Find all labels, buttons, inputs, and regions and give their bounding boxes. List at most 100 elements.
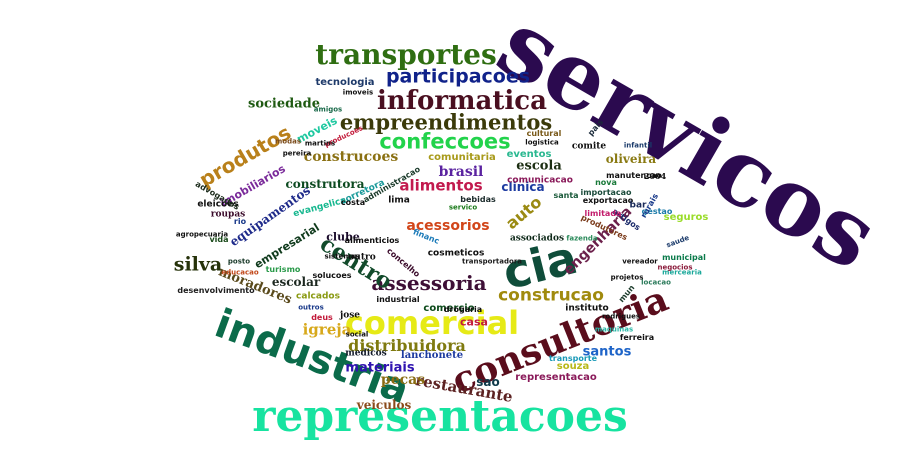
cloud-word-santos: santos — [582, 344, 632, 360]
cloud-word-comercio: comercio — [423, 303, 475, 314]
cloud-word-informatica: informatica — [377, 86, 547, 116]
cloud-word-bar: bar — [629, 200, 647, 211]
cloud-word-representacoes: representacoes — [252, 391, 628, 442]
cloud-word-industrial: industrial — [376, 295, 420, 304]
cloud-word-construcoes: construcoes — [303, 149, 399, 165]
cloud-word-costa: costa — [340, 198, 366, 207]
cloud-word-transporte: transporte — [548, 354, 598, 363]
cloud-word-clube: clube — [326, 230, 360, 244]
cloud-word-importacao: importacao — [580, 188, 632, 197]
cloud-word-instituto: instituto — [565, 303, 609, 314]
cloud-word-silva: silva — [173, 253, 223, 276]
cloud-word-representacao: representacao — [515, 372, 597, 383]
cloud-word-imoveis: imoveis — [342, 88, 374, 97]
cloud-word-social: social — [345, 330, 369, 339]
cloud-word-pecas: pecas — [380, 372, 426, 388]
cloud-word-ferreira: ferreira — [619, 333, 655, 342]
cloud-word-jose: jose — [339, 310, 361, 321]
cloud-word-amigos: amigos — [313, 105, 343, 114]
cloud-word-brasil: brasil — [438, 164, 484, 180]
cloud-word-2004: 2004 — [643, 171, 667, 181]
cloud-word-exportacao: exportacao — [582, 196, 634, 205]
cloud-word-materiais: materiais — [345, 360, 415, 376]
cloud-word-participacoes: participacoes — [385, 65, 531, 88]
cloud-word-sao: sao — [476, 375, 500, 389]
cloud-word-casa: casa — [460, 315, 488, 329]
cloud-word-mercearia: mercearia — [662, 268, 702, 277]
cloud-word-cosmeticos: cosmeticos — [427, 248, 485, 259]
cloud-word-posto: posto — [227, 257, 251, 266]
cloud-word-construcao: construcao — [498, 285, 604, 306]
cloud-word-comunitaria: comunitaria — [428, 152, 496, 163]
cloud-word-vereador: vereador — [622, 257, 658, 266]
cloud-word-rio: rio — [233, 217, 247, 226]
cloud-word-agropecuaria: agropecuaria — [175, 230, 229, 239]
cloud-word-acessorios: acessorios — [406, 218, 490, 234]
cloud-word-clinica: clinica — [501, 180, 545, 194]
cloud-word-martins: martins — [304, 139, 336, 148]
cloud-word-manutencao: manutencao — [606, 171, 662, 180]
cloud-word-roupas: roupas — [210, 209, 246, 220]
cloud-word-gestao: gestao — [641, 207, 673, 216]
cloud-word-produtos: produtos — [194, 120, 296, 192]
cloud-word-oliveira: oliveira — [605, 152, 657, 166]
cloud-word-turismo: turismo — [265, 265, 301, 274]
cloud-word-logistica: logistica — [525, 138, 559, 147]
cloud-word-lima: lima — [388, 195, 410, 206]
cloud-word-fazenda: fazenda — [566, 234, 598, 243]
cloud-word-comercial: comercial — [344, 304, 520, 342]
cloud-word-desenvolvimento: desenvolvimento — [177, 286, 255, 295]
cloud-word-infantil: infantil — [623, 141, 653, 150]
cloud-word-confeccoes: confeccoes — [379, 129, 511, 154]
cloud-word-eleicoes: eleicoes — [197, 199, 239, 210]
cloud-word-medicos: medicos — [345, 348, 387, 359]
cloud-word-souza: souza — [556, 361, 590, 372]
cloud-word-outros: outros — [298, 303, 324, 312]
cloud-word-nova: nova — [595, 178, 617, 187]
cloud-word-educacao: educacao — [221, 268, 259, 277]
cloud-word-seguros: seguros — [663, 212, 709, 223]
cloud-word-construtora: construtora — [285, 177, 365, 191]
cloud-word-pereira: pereira — [282, 149, 312, 158]
cloud-word-outro: outro — [348, 252, 376, 263]
cloud-word-igreja: igreja — [302, 320, 352, 339]
cloud-word-municipal: municipal — [662, 253, 706, 262]
cloud-word-lanchonete: lanchonete — [400, 350, 464, 361]
cloud-word-bebidas: bebidas — [460, 195, 496, 204]
cloud-word-maquinas: maquinas — [594, 325, 634, 334]
cloud-word-transportadora: transportadora — [461, 257, 523, 266]
cloud-word-alimenticios: alimenticios — [344, 236, 400, 245]
cloud-word-eventos: eventos — [506, 149, 552, 160]
cloud-word-distribuidora: distribuidora — [348, 336, 466, 355]
cloud-word-projetos: projetos — [610, 273, 644, 282]
cloud-word-santa: santa — [553, 191, 579, 200]
cloud-word-limitada: limitada — [584, 209, 622, 218]
cloud-word-comite: comite — [571, 141, 607, 152]
cloud-word-negocios: negocios — [657, 263, 693, 272]
cloud-word-vida: vida — [209, 235, 229, 244]
cloud-word-alimentos: alimentos — [399, 176, 483, 195]
cloud-word-rodrigues: rodrigues — [601, 312, 641, 321]
cloud-word-veiculos: veiculos — [356, 398, 412, 412]
cloud-word-servico: servico — [448, 203, 478, 212]
cloud-word-saude: saude — [665, 233, 691, 250]
cloud-word-escola: escola — [516, 158, 562, 174]
cloud-word-auto: auto — [501, 192, 546, 234]
cloud-word-deus: deus — [311, 313, 333, 322]
cloud-word-sistemas: sistemas — [324, 252, 360, 261]
cloud-word-comunicacao: comunicacao — [507, 175, 573, 186]
cloud-word-drogaria: drogaria — [443, 305, 483, 314]
cloud-word-empreendimentos: empreendimentos — [339, 109, 553, 135]
cloud-word-assessoria: assessoria — [371, 271, 487, 295]
cloud-word-solucoes: solucoes — [312, 271, 352, 280]
cloud-word-cultural: cultural — [526, 129, 562, 138]
cloud-word-tecnologia: tecnologia — [315, 77, 375, 88]
cloud-word-transportes: transportes — [315, 38, 497, 71]
cloud-word-sociedade: sociedade — [248, 96, 320, 112]
cloud-word-calcados: calcados — [296, 291, 340, 302]
cloud-word-associados: associados — [509, 233, 565, 244]
cloud-word-escolar: escolar — [271, 275, 321, 289]
cloud-word-modas: modas — [274, 137, 302, 146]
cloud-word-locacao: locacao — [641, 278, 671, 287]
